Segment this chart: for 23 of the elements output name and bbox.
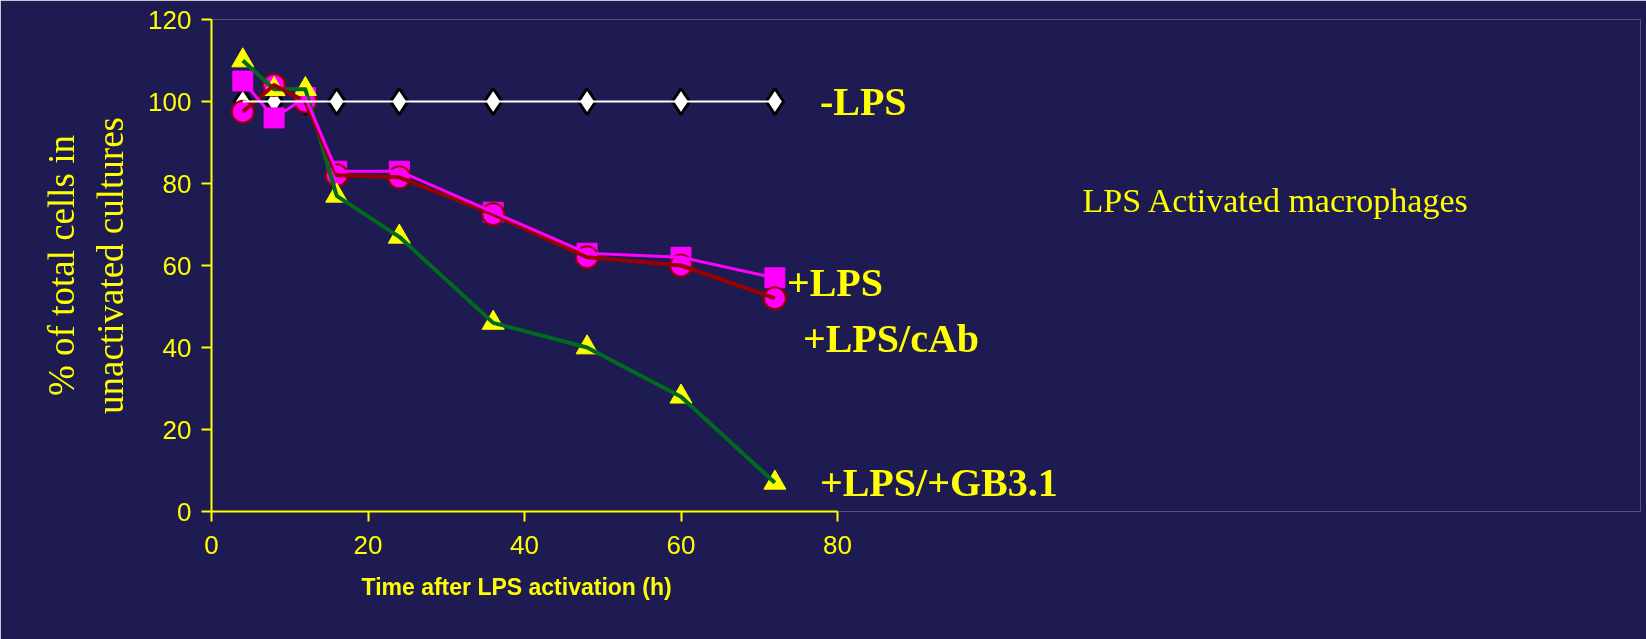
y-tick-label: 60 xyxy=(162,250,192,281)
x-tick-label: 40 xyxy=(510,529,539,560)
y-axis-title: % of total cells in unactivated cultures xyxy=(40,117,132,414)
x-axis-title: Time after LPS activation (h) xyxy=(361,573,672,600)
series-label: +LPS/+GB3.1 xyxy=(819,460,1058,506)
y-tick-label: 100 xyxy=(148,86,192,117)
x-tick-label: 80 xyxy=(823,529,852,560)
x-tick-label: 20 xyxy=(353,529,383,560)
y-tick-label: 80 xyxy=(162,168,192,199)
series-label: +LPS/cAb xyxy=(802,315,980,361)
x-tick-label: 60 xyxy=(666,529,696,560)
y-tick-label: 120 xyxy=(148,4,192,35)
point xyxy=(764,267,786,289)
y-tick-label: 0 xyxy=(177,496,192,527)
y-tick-label: 20 xyxy=(162,414,192,445)
point xyxy=(263,107,285,129)
series-label: -LPS xyxy=(819,79,907,124)
point xyxy=(764,87,786,116)
point xyxy=(232,70,254,92)
text: LPS Activated macrophages xyxy=(1082,182,1468,219)
y-tick-label: 40 xyxy=(162,332,192,363)
x-tick-label: 0 xyxy=(204,529,219,560)
series-label: +LPS xyxy=(786,260,884,306)
